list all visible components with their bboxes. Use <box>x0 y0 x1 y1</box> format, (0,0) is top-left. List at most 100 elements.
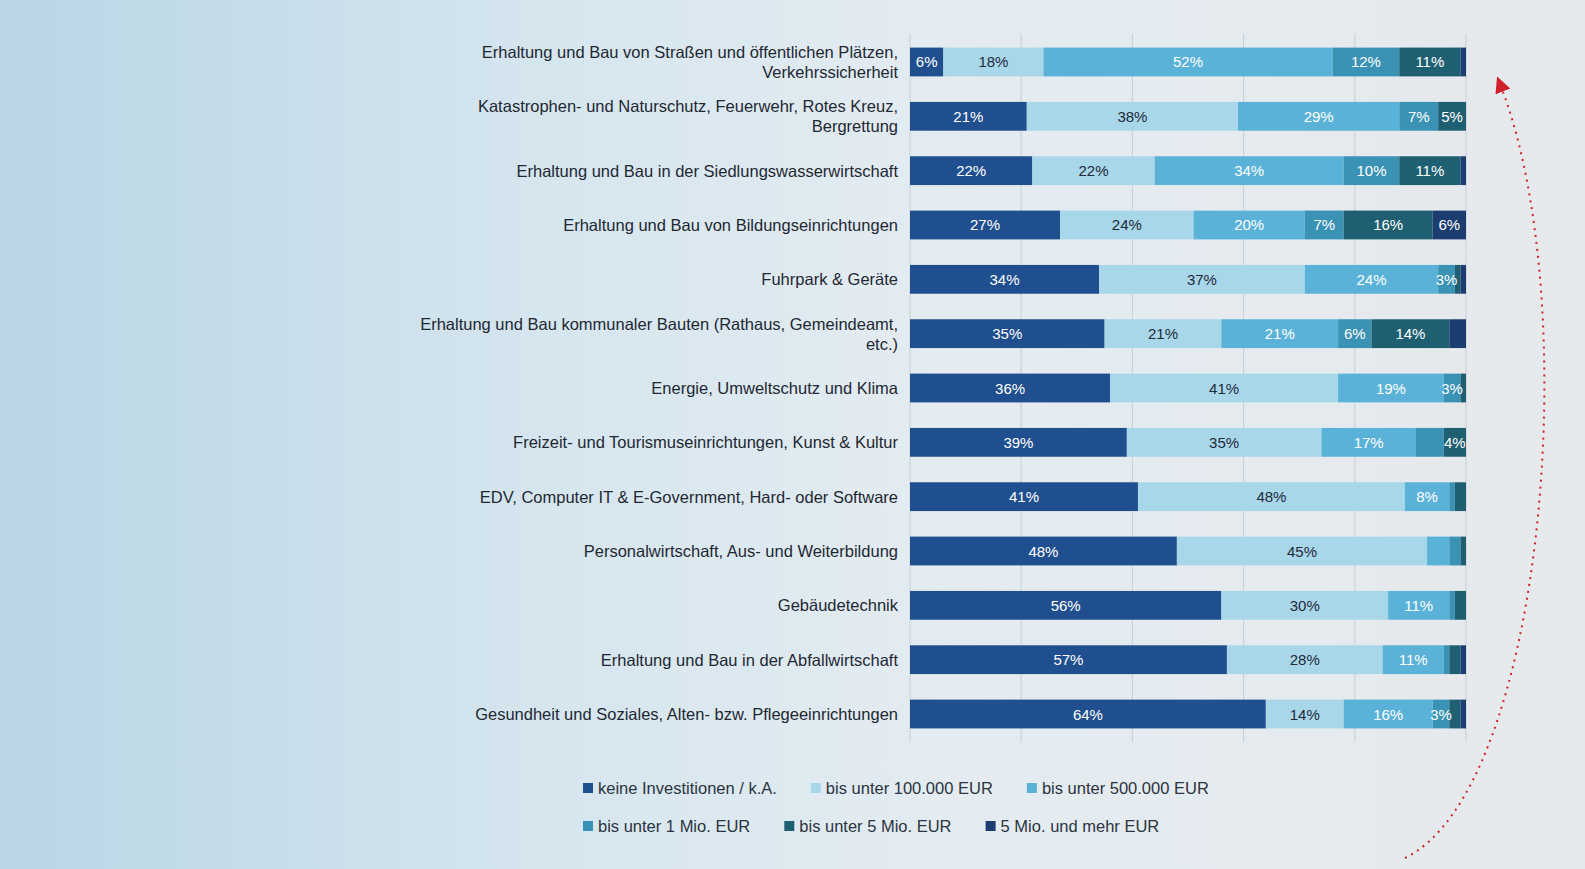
data-label: 39% <box>1003 434 1033 451</box>
data-label: 36% <box>995 380 1025 397</box>
bar-segment <box>910 265 1099 294</box>
data-label: 35% <box>992 325 1022 342</box>
category-label: Erhaltung und Bau in der Abfallwirtschaf… <box>601 651 899 669</box>
bar-segment <box>1449 319 1466 348</box>
data-label: 41% <box>1009 488 1039 505</box>
category-labels: Erhaltung und Bau von Straßen und öffent… <box>420 43 899 723</box>
data-label: 20% <box>1234 216 1264 233</box>
data-label: 21% <box>953 108 983 125</box>
bar-segment <box>1433 211 1466 240</box>
legend-label: 5 Mio. und mehr EUR <box>1001 817 1160 835</box>
data-label: 11% <box>1404 597 1433 614</box>
category-label: Erhaltung und Bau in der Siedlungswasser… <box>516 162 898 180</box>
bar-segment <box>1444 645 1450 674</box>
data-label: 48% <box>1256 488 1286 505</box>
decorative-arrow <box>1405 84 1544 858</box>
bar-segment <box>1388 591 1449 620</box>
bars <box>910 48 1466 729</box>
bar-segment <box>1466 374 1467 403</box>
legend-swatch <box>583 821 593 831</box>
bar-segment <box>1449 537 1460 566</box>
legend-label: bis unter 100.000 EUR <box>826 779 993 797</box>
bar-segment <box>1043 48 1332 77</box>
data-label: 64% <box>1073 706 1103 723</box>
data-label: 56% <box>1051 597 1081 614</box>
data-label: 6% <box>916 53 938 70</box>
bar-segment <box>1321 428 1416 457</box>
category-label: Personalwirtschaft, Aus- und Weiterbildu… <box>584 542 898 560</box>
data-label: 24% <box>1112 216 1142 233</box>
data-label: 22% <box>956 162 986 179</box>
bar-segment <box>1466 102 1467 131</box>
data-label: 7% <box>1313 216 1335 233</box>
bar-segment <box>1177 537 1427 566</box>
data-label: 18% <box>978 53 1008 70</box>
legend-item: keine Investitionen / k.A. <box>583 779 777 797</box>
data-label: 45% <box>1287 543 1317 560</box>
bar-segment <box>1155 156 1344 185</box>
data-label: 3% <box>1430 706 1452 723</box>
bar-segment <box>1221 319 1338 348</box>
bar-segment <box>1027 102 1238 131</box>
legend-item: 5 Mio. und mehr EUR <box>986 817 1160 835</box>
data-labels: 6%21%22%27%34%35%36%39%41%48%56%57%64%18… <box>916 53 1466 722</box>
legend-swatch <box>1027 783 1037 793</box>
chart: 6%21%22%27%34%35%36%39%41%48%56%57%64%18… <box>0 0 1585 869</box>
category-label: Erhaltung und Bau von Bildungseinrichtun… <box>563 216 898 234</box>
bar-segment <box>1460 700 1466 729</box>
bar-segment <box>1449 591 1455 620</box>
data-label: 11% <box>1415 162 1444 179</box>
data-label: 16% <box>1373 706 1403 723</box>
data-label: 37% <box>1187 271 1217 288</box>
bar-segment <box>910 211 1060 240</box>
category-label: Erhaltung und Bau kommunaler Bauten (Rat… <box>420 315 898 353</box>
bar-segment <box>1455 482 1466 511</box>
bar-segment <box>1444 428 1466 457</box>
bar-segment <box>1405 482 1449 511</box>
data-label: 41% <box>1209 380 1239 397</box>
data-label: 48% <box>1028 543 1058 560</box>
data-label: 6% <box>1344 325 1366 342</box>
data-label: 22% <box>1078 162 1108 179</box>
category-label: Energie, Umweltschutz und Klima <box>651 379 899 397</box>
data-label: 21% <box>1148 325 1178 342</box>
bar-segment <box>943 48 1043 77</box>
bar-segment <box>1449 645 1460 674</box>
bar-segment <box>1138 482 1405 511</box>
bar-segment <box>1460 48 1466 77</box>
legend-item: bis unter 5 Mio. EUR <box>784 817 951 835</box>
category-label: EDV, Computer IT & E-Government, Hard- o… <box>480 488 898 506</box>
bar-segment <box>1333 48 1400 77</box>
data-label: 52% <box>1173 53 1203 70</box>
bar-segment <box>910 48 943 77</box>
bar-segment <box>1466 482 1467 511</box>
bar-segment <box>910 428 1127 457</box>
data-label: 27% <box>970 216 1000 233</box>
bar-segment <box>1399 102 1438 131</box>
bar-segment <box>1344 700 1433 729</box>
bar-segment <box>1338 319 1371 348</box>
bar-segment <box>1371 319 1449 348</box>
data-label: 11% <box>1415 53 1444 70</box>
legend-item: bis unter 1 Mio. EUR <box>583 817 750 835</box>
legend-label: bis unter 1 Mio. EUR <box>598 817 750 835</box>
data-label: 19% <box>1376 380 1406 397</box>
bar-segment <box>1032 156 1154 185</box>
category-label: Fuhrpark & Geräte <box>761 270 898 288</box>
data-label: 10% <box>1356 162 1386 179</box>
bar-segment <box>910 700 1266 729</box>
data-label: 7% <box>1408 108 1430 125</box>
bar-segment <box>1194 211 1305 240</box>
data-label: 14% <box>1395 325 1425 342</box>
data-label: 12% <box>1351 53 1381 70</box>
background <box>0 0 1585 869</box>
category-label: Gesundheit und Soziales, Alten- bzw. Pfl… <box>475 705 898 723</box>
bar-segment <box>1305 211 1344 240</box>
legend-swatch <box>811 783 821 793</box>
bar-segment <box>1427 537 1449 566</box>
legend-label: bis unter 500.000 EUR <box>1042 779 1209 797</box>
bar-segment <box>1238 102 1399 131</box>
bar-segment <box>1305 265 1438 294</box>
data-label: 8% <box>1416 488 1438 505</box>
data-label: 38% <box>1117 108 1147 125</box>
